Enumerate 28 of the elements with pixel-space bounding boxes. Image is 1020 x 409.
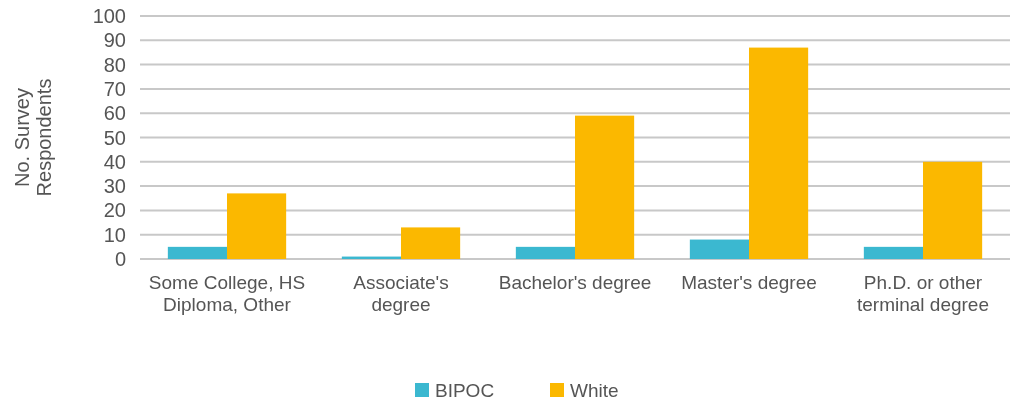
x-tick-label: Master's degree bbox=[681, 272, 817, 293]
y-tick-label: 40 bbox=[103, 150, 126, 173]
bar bbox=[575, 115, 635, 259]
x-tick-label: Associate's degree bbox=[353, 272, 449, 315]
y-tick-label: 90 bbox=[103, 29, 126, 52]
legend-label: White bbox=[570, 380, 619, 401]
bar bbox=[923, 161, 983, 259]
y-tick-label: 100 bbox=[92, 5, 126, 27]
x-tick-label: Bachelor's degree bbox=[498, 272, 652, 293]
y-tick-label: 0 bbox=[114, 248, 126, 270]
y-tick-label: 20 bbox=[103, 199, 126, 222]
bar bbox=[167, 246, 227, 259]
y-tick-label: 60 bbox=[103, 102, 126, 125]
x-tick-label: Some College, HS Diploma, Other bbox=[148, 272, 306, 315]
bar bbox=[401, 227, 461, 259]
y-tick-label: 80 bbox=[103, 53, 126, 76]
y-tick-label: 70 bbox=[103, 77, 126, 100]
x-tick-label: Ph.D. or other terminal degree bbox=[856, 272, 990, 315]
bar bbox=[227, 193, 287, 259]
bar bbox=[515, 246, 575, 259]
y-axis-title: No. Survey Respondents bbox=[11, 78, 55, 197]
y-tick-label: 50 bbox=[103, 126, 126, 149]
bar bbox=[863, 246, 923, 259]
bar bbox=[689, 239, 749, 259]
y-tick-label: 30 bbox=[103, 175, 126, 198]
bar bbox=[749, 47, 809, 259]
y-tick-label: 10 bbox=[103, 223, 126, 246]
legend-label: BIPOC bbox=[435, 380, 495, 401]
